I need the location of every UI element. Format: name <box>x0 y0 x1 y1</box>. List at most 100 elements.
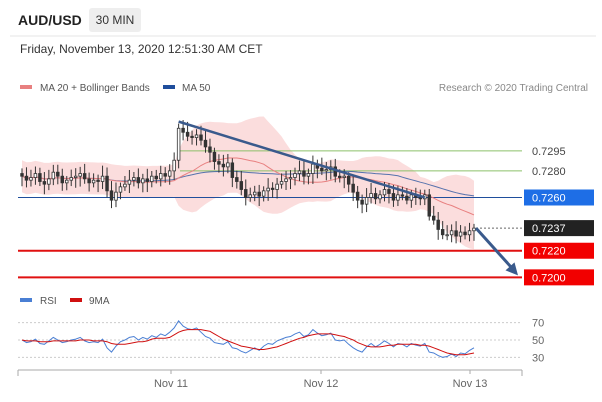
candle-body <box>324 169 329 172</box>
candle-body <box>163 173 167 177</box>
candle <box>378 190 382 204</box>
price-panel: 0.7295 0.7280 0.7260 0.7237 0.7220 0.7200 <box>18 116 594 286</box>
candle <box>65 176 69 191</box>
chart-credit: Research © 2020 Trading Central <box>439 83 588 94</box>
price-legend: MA 20 + Bollinger Bands MA 50 Research ©… <box>20 83 588 94</box>
level-label-resistance: 0.7280 <box>532 166 566 178</box>
candle-body <box>270 187 275 190</box>
candle-body <box>176 127 181 161</box>
candle <box>51 164 56 186</box>
candle-body <box>311 163 315 174</box>
candle-body <box>132 177 136 181</box>
forecast-arrow-head <box>505 262 518 276</box>
candle <box>467 222 472 242</box>
candle-body <box>29 177 33 181</box>
candle <box>355 185 360 209</box>
candle-body <box>145 178 150 182</box>
candle <box>284 170 288 191</box>
candle <box>364 188 369 213</box>
candle-body <box>69 177 73 181</box>
ma50-legend-swatch <box>163 85 175 89</box>
candle <box>458 225 463 243</box>
x-axis: Nov 11 Nov 12 Nov 13 <box>17 369 523 390</box>
rsi-line <box>21 320 475 358</box>
candle-body <box>91 179 96 184</box>
candle-body <box>351 183 355 193</box>
candle <box>69 169 73 187</box>
candle-body <box>190 135 194 138</box>
rsi-tick-label: 30 <box>532 352 544 364</box>
candle-body <box>203 139 208 148</box>
candle <box>346 172 351 193</box>
candle <box>24 167 29 188</box>
candle-body <box>42 181 47 185</box>
candle <box>56 164 60 185</box>
level-label-bg <box>524 242 594 259</box>
candle <box>145 168 150 193</box>
candle <box>172 152 176 180</box>
rsi-legend-swatch <box>20 298 32 302</box>
candle <box>252 185 257 202</box>
candle <box>257 184 261 207</box>
rsi-legend-label: RSI <box>40 296 57 307</box>
candle-body <box>230 162 235 178</box>
candle <box>163 167 167 183</box>
candle-body <box>449 230 454 236</box>
candle <box>141 173 145 193</box>
candle-body <box>118 186 123 193</box>
candle-body <box>342 175 346 178</box>
candle-body <box>65 179 69 184</box>
candle-body <box>279 181 284 185</box>
candle-body <box>387 189 391 194</box>
candle <box>324 162 329 181</box>
candle <box>369 182 373 204</box>
candle <box>87 172 91 192</box>
rsi-ma-line <box>21 329 475 356</box>
candle-body <box>136 177 141 184</box>
candle <box>302 160 306 185</box>
candle <box>20 168 24 187</box>
candle-body <box>105 175 109 192</box>
candle-body <box>472 227 476 232</box>
candle-body <box>409 194 414 201</box>
candle <box>42 172 47 195</box>
x-axis-label: Nov 13 <box>453 378 488 390</box>
candle <box>118 182 123 200</box>
rsi-panel: 70 50 30 <box>18 318 544 364</box>
candle <box>154 169 158 184</box>
candle <box>261 186 266 202</box>
candle-body <box>167 170 172 177</box>
candle-body <box>87 178 91 184</box>
candle <box>176 123 181 169</box>
candle-body <box>239 181 244 190</box>
candle <box>109 181 114 209</box>
candle <box>29 169 33 187</box>
candle-body <box>333 166 337 177</box>
x-axis-label: Nov 12 <box>304 378 339 390</box>
candle <box>194 129 199 146</box>
chart-header: AUD/USD 30 MIN Friday, November 13, 2020… <box>10 8 596 56</box>
candle <box>203 130 208 153</box>
candle-body <box>369 193 373 198</box>
candle <box>136 168 141 189</box>
candle-body <box>373 193 378 200</box>
candlesticks <box>20 120 476 244</box>
candle <box>248 187 252 202</box>
candle <box>100 165 105 190</box>
candle <box>38 167 42 187</box>
candle-body <box>73 175 78 178</box>
candle-body <box>127 179 132 185</box>
x-axis-label: Nov 11 <box>154 378 188 390</box>
candle-body <box>114 191 118 201</box>
candle-body <box>364 197 369 205</box>
candle-body <box>78 173 82 177</box>
candle <box>221 154 226 177</box>
candle-body <box>355 191 360 201</box>
candle-body <box>284 178 288 182</box>
timeframe-badge: 30 MIN <box>96 13 135 27</box>
candle-body <box>266 187 270 192</box>
candle <box>266 178 270 201</box>
candle-body <box>293 173 297 178</box>
candle <box>217 154 221 173</box>
candle-body <box>391 193 396 201</box>
